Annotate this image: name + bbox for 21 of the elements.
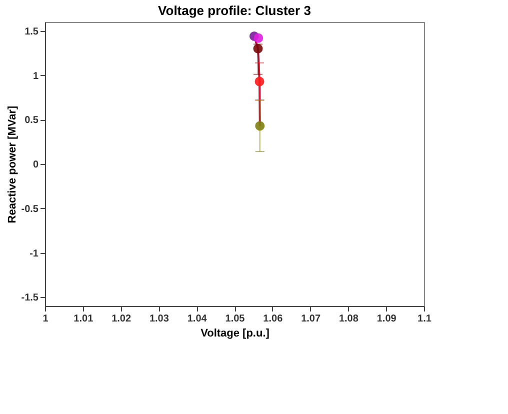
x-tick-label: 1.04: [187, 314, 208, 324]
x-tick-label: 1.1: [418, 314, 432, 324]
y-tick-label: 0: [32, 160, 39, 170]
x-tick-label: 1.09: [376, 314, 397, 324]
x-tick-label: 1.05: [225, 314, 246, 324]
x-tick-label: 1.01: [74, 314, 94, 324]
x-tick-label: 1: [42, 314, 49, 324]
y-tick-label: 1: [32, 70, 39, 82]
y-tick-label: -1: [30, 248, 39, 260]
y-tick-label: -1.5: [21, 292, 39, 304]
y-tick-label: -0.5: [21, 204, 39, 215]
x-tick-label: 1.06: [263, 314, 284, 324]
y-axis-title: Reactive power [MVar]: [6, 105, 18, 224]
x-tick-label: 1.02: [112, 314, 132, 324]
chart-title: Voltage profile: Cluster 3: [158, 3, 311, 18]
y-tick-label: 1.5: [24, 26, 39, 38]
x-tick-label: 1.03: [149, 314, 170, 324]
x-axis-title: Voltage [p.u.]: [200, 328, 270, 340]
y-tick-label: 0.5: [24, 115, 39, 126]
x-tick-label: 1.08: [338, 314, 359, 324]
x-tick-label: 1.07: [301, 314, 321, 324]
